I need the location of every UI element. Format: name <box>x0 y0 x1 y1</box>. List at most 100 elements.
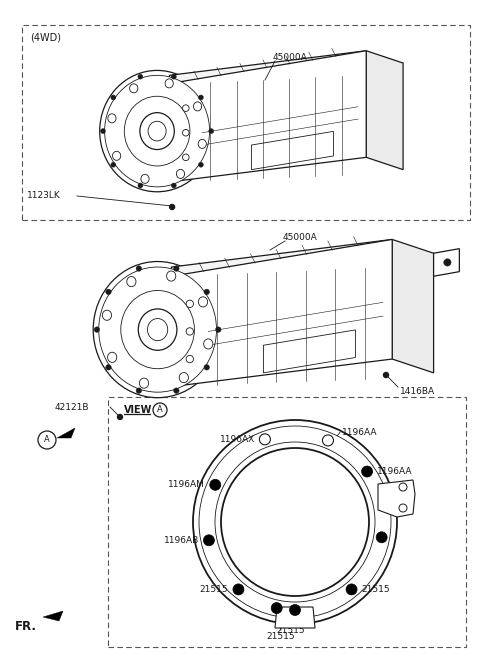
Polygon shape <box>171 240 392 386</box>
Text: 21515: 21515 <box>200 585 228 594</box>
Polygon shape <box>171 240 392 276</box>
Circle shape <box>233 584 244 595</box>
Circle shape <box>169 204 175 210</box>
Ellipse shape <box>130 84 138 93</box>
Text: 21515: 21515 <box>276 626 305 635</box>
Polygon shape <box>366 50 403 170</box>
Circle shape <box>399 483 407 491</box>
Ellipse shape <box>198 297 208 307</box>
Text: FR.: FR. <box>15 620 37 633</box>
Ellipse shape <box>138 309 177 350</box>
Ellipse shape <box>140 113 174 149</box>
Ellipse shape <box>193 420 397 624</box>
Circle shape <box>174 266 179 271</box>
Text: 1123LK: 1123LK <box>27 191 61 200</box>
Circle shape <box>289 605 300 616</box>
Bar <box>108 397 466 647</box>
Polygon shape <box>378 480 415 517</box>
Text: 42121B: 42121B <box>55 403 89 411</box>
Ellipse shape <box>108 114 116 123</box>
Ellipse shape <box>199 426 391 618</box>
Circle shape <box>182 105 189 111</box>
Text: A: A <box>44 436 50 445</box>
Ellipse shape <box>147 318 168 341</box>
Ellipse shape <box>124 96 190 166</box>
Polygon shape <box>169 50 366 182</box>
Circle shape <box>399 504 407 512</box>
Text: 1416BA: 1416BA <box>400 386 435 396</box>
Ellipse shape <box>198 140 206 149</box>
Circle shape <box>138 74 143 79</box>
Ellipse shape <box>102 310 111 320</box>
Ellipse shape <box>121 291 194 369</box>
Circle shape <box>204 289 209 295</box>
Circle shape <box>186 356 193 363</box>
Ellipse shape <box>179 373 189 383</box>
Circle shape <box>259 434 270 445</box>
Circle shape <box>171 183 176 188</box>
Polygon shape <box>57 428 75 438</box>
Polygon shape <box>169 50 366 84</box>
Text: 1196AA: 1196AA <box>377 467 413 476</box>
Circle shape <box>210 479 221 491</box>
Ellipse shape <box>165 79 173 88</box>
Circle shape <box>376 532 387 543</box>
Circle shape <box>182 154 189 160</box>
Bar <box>22 25 470 220</box>
Text: VIEW: VIEW <box>124 405 152 415</box>
Ellipse shape <box>99 267 216 392</box>
Circle shape <box>111 162 116 167</box>
Circle shape <box>106 289 111 295</box>
Circle shape <box>138 183 143 188</box>
Circle shape <box>94 327 100 332</box>
Text: (4WD): (4WD) <box>30 33 61 43</box>
Circle shape <box>346 584 357 595</box>
Text: 1196AM: 1196AM <box>168 480 205 489</box>
Circle shape <box>106 365 111 370</box>
Ellipse shape <box>204 339 213 349</box>
Circle shape <box>182 130 189 136</box>
Text: 21515: 21515 <box>266 632 295 641</box>
Circle shape <box>209 128 214 134</box>
Ellipse shape <box>176 170 185 178</box>
Ellipse shape <box>139 378 149 388</box>
Text: A: A <box>157 405 163 415</box>
Circle shape <box>323 435 334 446</box>
Circle shape <box>136 388 142 394</box>
Text: 1196AB: 1196AB <box>164 536 199 545</box>
Ellipse shape <box>148 121 166 141</box>
Circle shape <box>444 259 451 266</box>
Text: 21515: 21515 <box>361 585 390 594</box>
Circle shape <box>198 162 204 167</box>
Text: 1196AX: 1196AX <box>220 435 255 444</box>
Circle shape <box>384 373 388 377</box>
Ellipse shape <box>100 71 215 192</box>
Circle shape <box>216 327 221 332</box>
Circle shape <box>204 365 209 370</box>
Circle shape <box>136 266 142 271</box>
Polygon shape <box>275 607 315 628</box>
Circle shape <box>186 300 193 307</box>
Text: 45000A: 45000A <box>273 53 307 62</box>
Circle shape <box>118 415 122 419</box>
Circle shape <box>100 128 106 134</box>
Ellipse shape <box>193 102 202 111</box>
Polygon shape <box>392 240 433 373</box>
Ellipse shape <box>105 75 210 187</box>
Ellipse shape <box>127 276 136 287</box>
Ellipse shape <box>167 271 176 281</box>
Circle shape <box>171 74 176 79</box>
Polygon shape <box>169 84 194 182</box>
Circle shape <box>111 95 116 100</box>
Ellipse shape <box>221 448 369 596</box>
Circle shape <box>361 466 372 477</box>
Ellipse shape <box>141 174 149 183</box>
Circle shape <box>186 328 193 335</box>
Ellipse shape <box>112 151 121 160</box>
Circle shape <box>271 603 282 614</box>
Polygon shape <box>171 276 199 386</box>
Polygon shape <box>43 611 63 621</box>
Circle shape <box>204 534 215 546</box>
Polygon shape <box>433 249 459 276</box>
Text: 1196AA: 1196AA <box>342 428 377 437</box>
